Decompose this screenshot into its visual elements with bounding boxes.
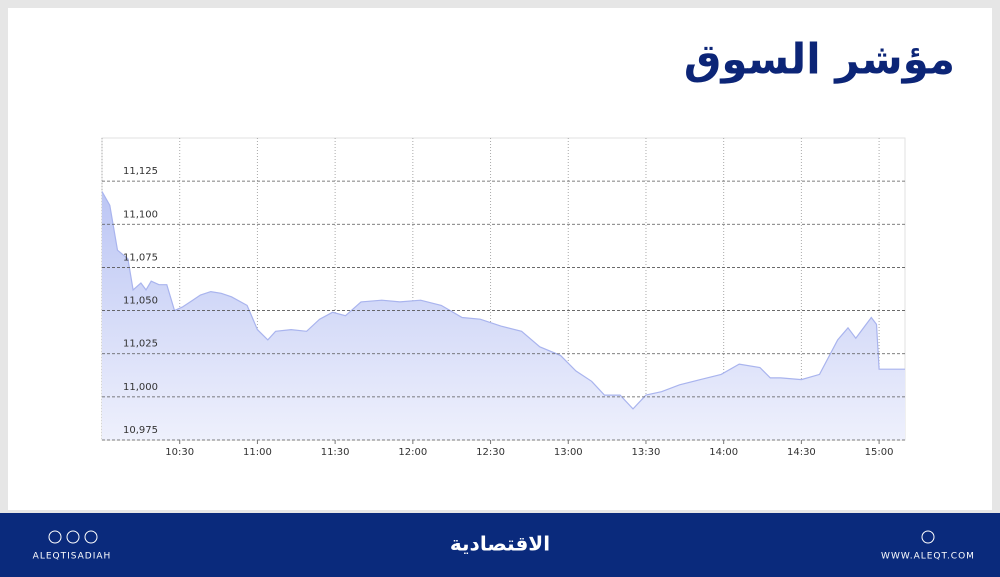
- x-tick-label: 11:00: [243, 447, 272, 458]
- x-tick-label: 11:30: [321, 447, 350, 458]
- area-fill: [102, 191, 905, 440]
- y-tick-label: 11,125: [123, 166, 158, 177]
- footer-handle: ALEQTISADIAH: [33, 552, 112, 562]
- footer-website: WWW.ALEQT.COM: [881, 552, 975, 562]
- x-tick-label: 13:30: [632, 447, 661, 458]
- y-tick-label: 11,075: [123, 252, 158, 263]
- y-tick-label: 11,025: [123, 339, 158, 350]
- x-tick-label: 15:00: [865, 447, 894, 458]
- x-tick-label: 12:30: [476, 447, 505, 458]
- x-tick-label: 12:00: [398, 447, 427, 458]
- x-tick-label: 10:30: [165, 447, 194, 458]
- x-tick-label: 13:00: [554, 447, 583, 458]
- footer-bar: [0, 513, 1000, 577]
- y-tick-label: 11,100: [123, 209, 158, 220]
- y-tick-label: 11,000: [123, 382, 158, 393]
- y-tick-label: 10,975: [123, 425, 158, 436]
- y-tick-label: 11,050: [123, 296, 158, 307]
- x-tick-label: 14:30: [787, 447, 816, 458]
- social-icons: [48, 530, 935, 544]
- footer-logo: الاقتصادية: [450, 532, 550, 556]
- x-tick-label: 14:00: [709, 447, 738, 458]
- chart-title: مؤشر السوق: [684, 35, 955, 85]
